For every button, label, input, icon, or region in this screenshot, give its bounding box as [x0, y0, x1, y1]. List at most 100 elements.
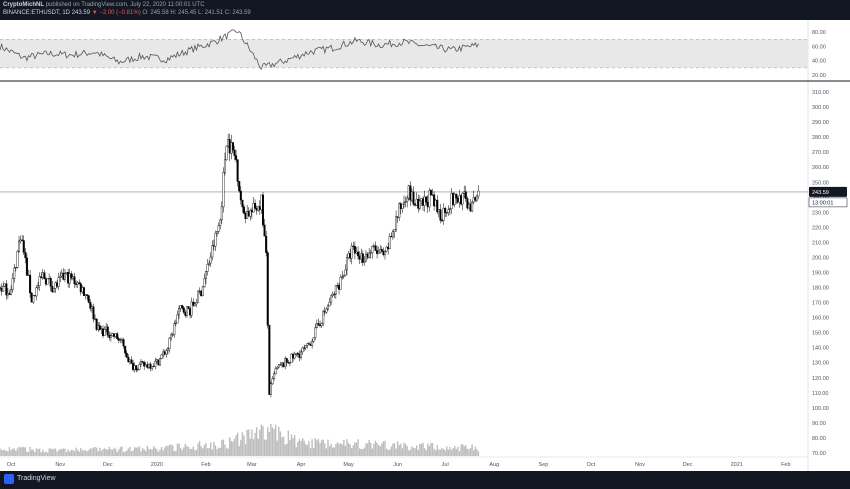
- candle-body: [225, 145, 228, 161]
- price-tick-label: 280.00: [812, 135, 829, 141]
- candle-body: [154, 360, 157, 367]
- time-tick-label: Jul: [442, 462, 449, 468]
- rsi-band: [0, 39, 808, 68]
- volume-bar: [89, 448, 92, 456]
- candle-body: [92, 306, 95, 320]
- volume-bar: [156, 449, 158, 456]
- candle-body: [79, 283, 82, 293]
- candle-body: [103, 329, 106, 336]
- candle-body: [195, 302, 198, 305]
- volume-bar: [290, 434, 293, 456]
- volume-bar: [88, 450, 90, 456]
- rsi-tick-label: 20.00: [812, 73, 826, 79]
- author-name[interactable]: CryptoMichNL: [3, 2, 44, 8]
- volume-bar: [420, 443, 423, 456]
- volume-bar: [374, 440, 377, 456]
- candle-body: [425, 196, 428, 203]
- price-chart[interactable]: 20.00 40.00 60.00 80.00 70.00 80.00 90.00 100.0…: [0, 20, 850, 471]
- volume-bar: [229, 437, 231, 456]
- publish-info: CryptoMichNL published on TradingView.co…: [3, 2, 205, 8]
- volume-bar: [396, 441, 399, 456]
- symbol-info: BINANCE:ETHUSDT, 1D 243.59 ▼ −2.00 (−0.8…: [3, 10, 251, 16]
- price-tick-label: 180.00: [812, 286, 829, 292]
- volume-bar: [236, 432, 239, 456]
- candle-body: [239, 190, 242, 201]
- volume-bar: [273, 429, 275, 456]
- time-tick-label: Feb: [781, 462, 790, 468]
- volume-bar: [216, 449, 218, 456]
- candle-body: [418, 200, 421, 209]
- candle-body: [296, 352, 299, 355]
- candle-body: [426, 201, 429, 208]
- candle-body: [396, 216, 399, 218]
- candle-body: [292, 353, 295, 359]
- candle-body: [119, 339, 122, 341]
- candle-body: [331, 293, 334, 297]
- candle-body: [30, 292, 33, 303]
- volume-bar: [465, 444, 467, 456]
- volume-bar: [244, 444, 247, 456]
- candle-body: [412, 191, 415, 205]
- volume-bar: [107, 449, 109, 456]
- candle-body: [13, 267, 16, 279]
- symbol-label[interactable]: BINANCE:ETHUSDT, 1D: [3, 10, 71, 16]
- time-tick-label: Nov: [635, 462, 645, 468]
- volume-bar: [103, 448, 106, 456]
- candle-body: [260, 194, 263, 210]
- candle-body: [309, 344, 312, 346]
- candle-body: [439, 209, 442, 221]
- candle-body: [284, 358, 287, 367]
- volume-bar: [167, 446, 169, 456]
- volume-bar: [339, 443, 342, 456]
- volume-bar: [411, 446, 413, 456]
- volume-bar: [148, 448, 150, 456]
- candle-body: [181, 305, 184, 309]
- candle-body: [166, 348, 169, 351]
- volume-bar: [422, 442, 424, 456]
- tradingview-logo-icon: [4, 474, 14, 484]
- candle-body: [407, 185, 410, 199]
- volume-bar: [284, 444, 286, 456]
- volume-bar: [64, 448, 66, 456]
- volume-bar: [160, 446, 163, 456]
- candle-body: [429, 190, 432, 196]
- volume-bar: [110, 449, 112, 456]
- volume-bar: [75, 447, 77, 456]
- candle-body: [193, 303, 196, 306]
- candle-body: [182, 307, 185, 313]
- candle-body: [219, 219, 222, 226]
- candle-body: [162, 351, 165, 356]
- last-price-label: 243.59: [812, 190, 829, 196]
- volume-bar: [430, 442, 432, 456]
- volume-bar: [312, 448, 315, 456]
- volume-bar: [108, 446, 111, 456]
- time-tick-label: 2020: [151, 462, 163, 468]
- volume-bar: [217, 447, 220, 456]
- volume-bar: [406, 446, 408, 456]
- volume-bar: [441, 447, 443, 456]
- volume-bar: [176, 443, 179, 456]
- chart-canvas[interactable]: 20.00 40.00 60.00 80.00 70.00 80.00 90.00 100.0…: [0, 20, 850, 471]
- candle-body: [374, 245, 377, 251]
- price-tick-label: 250.00: [812, 180, 829, 186]
- time-tick-label: Oct: [587, 462, 596, 468]
- volume-bar: [211, 449, 213, 456]
- volume-bar: [262, 426, 264, 456]
- candle-body: [117, 338, 120, 341]
- candle-body: [171, 334, 174, 336]
- candle-body: [469, 203, 472, 212]
- volume-bar: [354, 442, 356, 456]
- volume-bar: [449, 447, 451, 456]
- volume-bar: [404, 444, 407, 456]
- price-tick-label: 90.00: [812, 421, 826, 427]
- candle-body: [109, 335, 112, 338]
- candle-body: [3, 283, 6, 287]
- candle-body: [113, 333, 116, 337]
- volume-bar: [159, 449, 161, 456]
- volume-bar: [370, 442, 372, 456]
- volume-bar: [81, 450, 84, 456]
- volume-bar: [24, 447, 27, 456]
- candle-body: [29, 274, 32, 294]
- volume-bar: [151, 449, 153, 456]
- candle-body: [173, 323, 176, 336]
